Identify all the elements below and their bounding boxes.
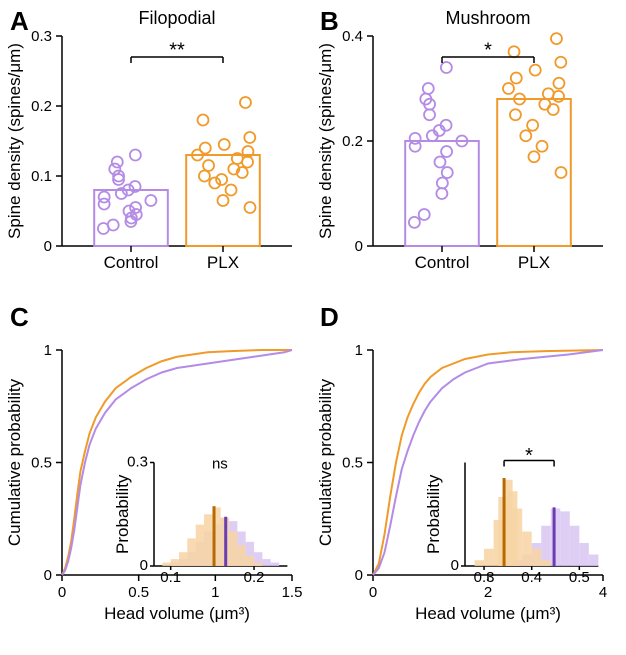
svg-text:0.2: 0.2 [31,98,52,115]
title-b: Mushroom [373,8,603,29]
svg-text:0.2: 0.2 [244,569,265,586]
svg-text:0: 0 [44,567,52,584]
svg-text:0.5: 0.5 [342,455,363,472]
svg-text:Control: Control [415,253,470,272]
figure: { "colors":{ "control":"#b48be5", "plx":… [0,0,626,641]
svg-text:*: * [484,39,492,61]
svg-text:0.1: 0.1 [31,168,52,185]
panel-label-d: D [320,302,339,333]
svg-text:1: 1 [44,342,52,359]
svg-text:ns: ns [212,456,228,473]
svg-text:Cumulative probability: Cumulative probability [316,378,335,546]
svg-text:Head volume (μm³): Head volume (μm³) [415,604,561,623]
svg-text:Cumulative probability: Cumulative probability [5,378,24,546]
svg-text:0: 0 [140,557,148,574]
svg-text:0: 0 [58,584,66,601]
svg-text:Probability: Probability [424,474,443,554]
svg-text:0.5: 0.5 [31,455,52,472]
svg-text:0.3: 0.3 [127,454,148,471]
svg-text:0.4: 0.4 [521,569,542,586]
svg-text:1: 1 [355,342,363,359]
svg-text:Probability: Probability [113,474,132,554]
svg-text:0.3: 0.3 [31,28,52,45]
panel-b-chart: 00.20.4Spine density (spines/μm)ControlP… [373,36,626,306]
title-a: Filopodial [62,8,292,29]
svg-text:PLX: PLX [518,253,550,272]
panel-label-a: A [10,6,29,37]
svg-text:0: 0 [355,567,363,584]
svg-text:4: 4 [599,584,607,601]
svg-text:0.3: 0.3 [474,569,495,586]
svg-text:PLX: PLX [207,253,239,272]
svg-text:0.1: 0.1 [160,569,181,586]
panel-label-b: B [320,6,339,37]
svg-text:0: 0 [369,584,377,601]
svg-text:Spine density (spines/μm): Spine density (spines/μm) [5,43,24,239]
panel-a-chart: 00.10.20.3Spine density (spines/μm)Contr… [62,36,352,306]
svg-text:2: 2 [484,584,492,601]
svg-text:0.5: 0.5 [569,569,590,586]
svg-text:0.5: 0.5 [128,584,149,601]
svg-text:0: 0 [355,238,363,255]
panel-c-chart: 00.5100.511.5Cumulative probabilityHead … [62,350,352,655]
svg-text:1: 1 [211,584,219,601]
svg-text:Spine density (spines/μm): Spine density (spines/μm) [316,43,335,239]
svg-text:*: * [525,445,533,467]
svg-text:Control: Control [104,253,159,272]
svg-text:0.4: 0.4 [342,28,363,45]
svg-text:Head volume (μm³): Head volume (μm³) [104,604,250,623]
svg-text:**: ** [169,39,185,61]
svg-text:1.5: 1.5 [282,584,303,601]
panel-d-chart: 00.51024Cumulative probabilityHead volum… [373,350,626,655]
svg-text:0: 0 [44,238,52,255]
svg-text:0.2: 0.2 [342,133,363,150]
svg-text:0: 0 [451,557,459,574]
panel-label-c: C [10,302,29,333]
